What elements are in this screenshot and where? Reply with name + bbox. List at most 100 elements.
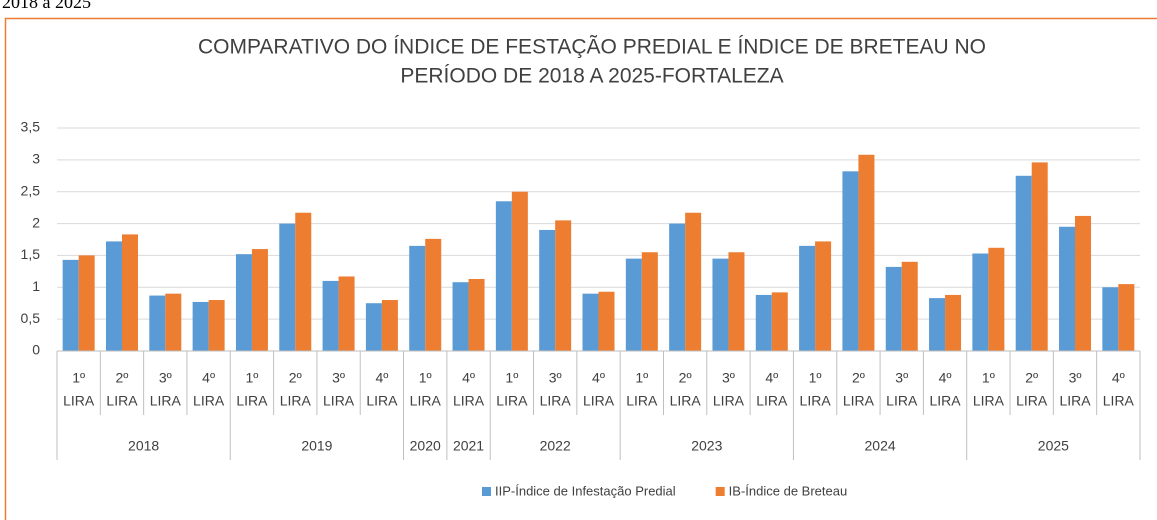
x-tick-label: LIRA [1103, 393, 1135, 409]
x-group-label: 2025 [1038, 438, 1069, 454]
bar [1015, 175, 1032, 351]
bar [365, 303, 382, 351]
x-group-label: 2024 [865, 438, 896, 454]
x-tick-label: LIRA [583, 393, 615, 409]
bar [598, 291, 615, 351]
y-tick-label: 2 [32, 214, 40, 230]
bar [452, 282, 469, 351]
x-tick-label: 2º [1025, 370, 1038, 386]
bar [885, 266, 902, 351]
bar [251, 249, 268, 351]
bar [972, 253, 989, 351]
x-tick-label: LIRA [713, 393, 745, 409]
x-group-label: 2020 [410, 438, 441, 454]
x-tick-label: 3º [332, 370, 345, 386]
x-group-label: 2018 [128, 438, 159, 454]
x-tick-label: LIRA [1059, 393, 1091, 409]
x-tick-label: 4º [1112, 370, 1125, 386]
x-tick-label: LIRA [63, 393, 95, 409]
chart-title: COMPARATIVO DO ÍNDICE DE FESTAÇÃO PREDIA… [198, 35, 986, 59]
bar [121, 234, 138, 351]
bar [165, 293, 182, 351]
bar [235, 254, 252, 351]
bar [945, 294, 962, 351]
bar [468, 279, 485, 351]
bar [322, 280, 339, 351]
bar [842, 171, 859, 351]
bar [495, 201, 512, 351]
x-tick-label: 4º [375, 370, 388, 386]
bar [582, 293, 599, 351]
bar [149, 295, 166, 351]
bar [539, 229, 556, 351]
x-tick-label: 4º [765, 370, 778, 386]
x-tick-label: 1º [505, 370, 518, 386]
bar [669, 223, 686, 351]
bar [78, 255, 95, 351]
bar [901, 261, 918, 351]
x-tick-label: LIRA [280, 393, 312, 409]
bar [1118, 284, 1135, 351]
bar [1059, 226, 1076, 351]
bar [192, 301, 209, 351]
x-tick-label: LIRA [496, 393, 528, 409]
bar [409, 245, 426, 351]
bar [755, 294, 772, 351]
x-tick-label: LIRA [843, 393, 875, 409]
x-tick-label: LIRA [1016, 393, 1048, 409]
x-tick-label: LIRA [626, 393, 658, 409]
x-tick-label: 2º [852, 370, 865, 386]
x-tick-label: 3º [159, 370, 172, 386]
y-tick-label: 0,5 [21, 310, 41, 326]
x-tick-label: LIRA [410, 393, 442, 409]
x-tick-label: LIRA [150, 393, 182, 409]
x-tick-label: 3º [1069, 370, 1082, 386]
x-tick-label: 4º [939, 370, 952, 386]
x-tick-label: 1º [809, 370, 822, 386]
x-tick-label: 3º [549, 370, 562, 386]
y-tick-label: 2,5 [21, 182, 41, 198]
chart-frame [4, 17, 1157, 520]
bar [105, 241, 122, 351]
bar [1102, 287, 1119, 351]
x-tick-label: 4º [592, 370, 605, 386]
bar [641, 252, 658, 351]
x-tick-label: LIRA [323, 393, 355, 409]
bar [929, 298, 946, 351]
x-tick-label: LIRA [236, 393, 268, 409]
bar [712, 258, 729, 351]
bar [728, 252, 745, 351]
x-group-label: 2021 [453, 438, 484, 454]
chart-title: PERÍODO DE 2018 A 2025-FORTALEZA [400, 65, 783, 88]
x-tick-label: 1º [419, 370, 432, 386]
legend-swatch [715, 487, 725, 496]
bar [1075, 215, 1092, 351]
y-tick-label: 1 [32, 278, 40, 294]
x-group-label: 2023 [691, 438, 722, 454]
bar [208, 300, 225, 351]
bar [858, 154, 875, 351]
x-tick-label: 1º [982, 370, 995, 386]
x-tick-label: 4º [202, 370, 215, 386]
x-tick-label: 2º [116, 370, 129, 386]
x-tick-label: LIRA [193, 393, 225, 409]
x-tick-label: 4º [462, 370, 475, 386]
x-tick-label: 2º [289, 370, 302, 386]
bar [988, 247, 1005, 351]
bar [771, 292, 788, 351]
bar [815, 241, 832, 351]
x-tick-label: 1º [635, 370, 648, 386]
x-tick-label: LIRA [800, 393, 832, 409]
x-tick-label: LIRA [973, 393, 1005, 409]
x-tick-label: 3º [722, 370, 735, 386]
y-tick-label: 3 [32, 151, 40, 167]
legend-label: IB-Índice de Breteau [729, 483, 848, 498]
x-tick-label: LIRA [540, 393, 572, 409]
x-tick-label: LIRA [670, 393, 702, 409]
bar [62, 259, 79, 351]
legend-swatch [482, 487, 491, 496]
legend-label: IIP-Índice de Infestação Predial [495, 483, 676, 498]
bar [555, 220, 572, 351]
